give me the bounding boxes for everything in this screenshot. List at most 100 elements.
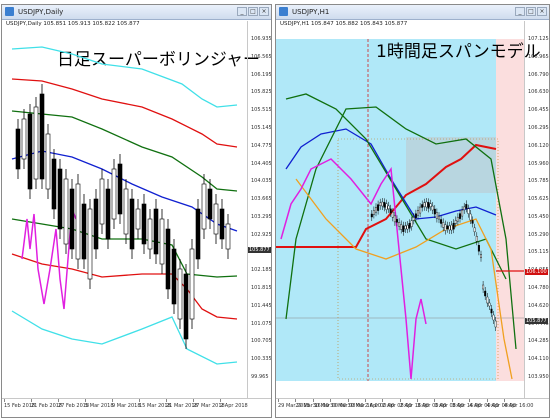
candlestick — [429, 203, 432, 207]
price-label: 104.035 — [251, 178, 272, 185]
hourly-price-axis: 107.125 106.965 106.790 106.630 106.455 106.2… — [524, 21, 549, 399]
date-tick — [58, 399, 59, 402]
date-label: 4 Apr 16:00 — [504, 403, 534, 409]
price-label: 106.630 — [528, 89, 549, 96]
candlestick — [467, 208, 470, 214]
date-label: 30 Mar 08:00 — [330, 403, 364, 409]
daily-chart-window[interactable]: USDJPY,Daily _ □ × USDJPY,Daily 105.851 … — [1, 4, 272, 418]
hourly-chart-window[interactable]: USDJPY,H1 _ □ × USDJPY,H1 105.847 105.88… — [275, 4, 550, 418]
candlestick — [456, 216, 459, 222]
hourly-chart-titlebar[interactable]: USDJPY,H1 _ □ × — [276, 5, 549, 20]
candlestick — [412, 217, 415, 221]
candlestick — [21, 118, 27, 160]
daily-window-title: USDJPY,Daily — [18, 8, 64, 16]
date-tick — [486, 399, 488, 402]
candlestick — [398, 222, 401, 227]
candlestick — [469, 213, 472, 221]
candlestick — [225, 223, 231, 250]
close-icon[interactable]: × — [259, 7, 269, 16]
price-label: 105.625 — [528, 196, 549, 203]
daily-plot-area[interactable] — [2, 19, 247, 399]
date-label: 15 Mar 2018 — [139, 403, 171, 409]
candlestick — [105, 188, 111, 240]
hourly-chart-title: 1時間足スパンモデル — [376, 42, 541, 62]
price-label: 104.780 — [528, 285, 549, 292]
minimize-icon[interactable]: _ — [515, 7, 525, 16]
candlestick — [423, 202, 426, 207]
price-label: 106.790 — [528, 71, 549, 78]
date-label: 29 Mar 16:00 — [295, 403, 329, 409]
date-tick — [330, 399, 332, 402]
price-label: 106.455 — [528, 107, 549, 114]
date-tick — [166, 399, 167, 402]
candlestick — [27, 113, 33, 190]
date-label: 15 Feb 2018 — [4, 403, 36, 409]
date-tick — [399, 399, 401, 402]
lagging-span-line — [280, 158, 427, 380]
maximize-icon[interactable]: □ — [248, 7, 258, 16]
candlestick — [458, 213, 461, 219]
hourly-time-axis: 29 Mar 2018 29 Mar 16:00 30 Mar 00:00 30 Ma… — [276, 398, 549, 417]
candlestick — [207, 188, 213, 220]
date-label: 21 Mar 2018 — [166, 403, 198, 409]
candlestick — [117, 163, 123, 215]
candlestick — [492, 314, 495, 321]
candlestick — [51, 158, 57, 210]
daily-symbol-ohlc: USDJPY,Daily 105.851 105.913 105.822 105… — [6, 21, 140, 27]
date-tick — [278, 399, 279, 402]
candlestick — [389, 208, 392, 214]
candlestick — [435, 212, 438, 219]
candlestick — [421, 204, 424, 208]
maximize-icon[interactable]: □ — [526, 7, 536, 16]
price-label: 101.075 — [251, 320, 272, 327]
lower-2sigma-line — [11, 253, 238, 320]
candlestick — [153, 208, 159, 255]
price-label: 104.285 — [528, 338, 549, 345]
candlestick — [135, 208, 141, 230]
candlestick — [446, 225, 449, 229]
date-label: 4 Apr 08:00 — [486, 403, 517, 409]
date-tick — [347, 399, 349, 402]
chart-window-icon — [279, 7, 288, 16]
candlestick — [39, 93, 45, 180]
date-label: 2 Apr 00:00 — [364, 403, 395, 409]
candlestick — [402, 225, 405, 232]
date-label: 5 Mar 2018 — [85, 403, 114, 409]
price-label: 99.965 — [251, 374, 269, 380]
candlestick — [374, 207, 377, 213]
date-tick — [434, 399, 436, 402]
candlestick — [494, 320, 497, 328]
date-label: 29 Mar 2018 — [278, 403, 310, 409]
date-tick — [4, 399, 5, 402]
candlestick — [461, 209, 464, 217]
candlestick — [425, 201, 428, 208]
span-price-tag: 106.100 — [525, 269, 548, 275]
date-label: 21 Feb 2018 — [31, 403, 63, 409]
upper-2sigma-line — [11, 78, 238, 148]
candlestick — [129, 198, 135, 250]
minimize-icon[interactable]: _ — [237, 7, 247, 16]
candlestick — [465, 204, 468, 209]
current-price-tag: 105.877 — [248, 247, 271, 253]
date-label: 2 Apr 16:00 — [399, 403, 430, 409]
date-label: 27 Mar 2018 — [193, 403, 225, 409]
candlestick — [195, 208, 201, 260]
candlestick — [141, 203, 147, 245]
price-label: 102.925 — [251, 231, 272, 238]
candlestick — [452, 222, 455, 230]
candlestick — [171, 248, 177, 305]
range-box — [337, 138, 499, 380]
hourly-plot-area[interactable] — [276, 19, 524, 399]
candlestick — [406, 224, 409, 230]
close-icon[interactable]: × — [537, 7, 547, 16]
daily-chart-titlebar[interactable]: USDJPY,Daily _ □ × — [2, 5, 271, 20]
candlestick — [431, 205, 434, 211]
candlestick — [473, 227, 476, 233]
date-label: 3 Apr 00:00 — [417, 403, 447, 409]
candlestick — [414, 213, 417, 218]
candlestick — [123, 188, 129, 235]
candlestick — [484, 290, 487, 297]
candlestick — [475, 235, 478, 242]
candlestick — [444, 224, 447, 231]
candlestick — [395, 219, 398, 223]
